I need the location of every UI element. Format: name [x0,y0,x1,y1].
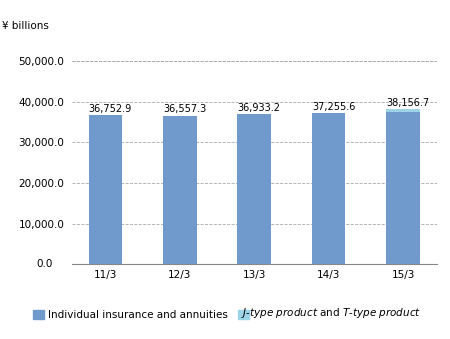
Legend: Individual insurance and annuities, : Individual insurance and annuities, [33,310,253,320]
Text: 36,557.3: 36,557.3 [163,104,206,115]
Text: 36,933.2: 36,933.2 [238,103,280,113]
Text: 0.0: 0.0 [37,259,53,270]
Text: 36,752.9: 36,752.9 [89,104,132,114]
Bar [387,112,420,264]
Text: $\mathit{J}$-$\mathit{type}$ $\mathit{product}$ and $\mathit{T}$-$\mathit{type}$: $\mathit{J}$-$\mathit{type}$ $\mathit{pr… [241,306,421,320]
Text: ¥ billions: ¥ billions [2,21,49,31]
Bar [163,116,197,264]
Bar [387,109,420,112]
Bar [89,115,122,264]
Text: 37,255.6: 37,255.6 [312,102,356,112]
Bar [312,113,346,264]
Text: 38,156.7: 38,156.7 [387,98,430,108]
Bar [238,114,271,264]
